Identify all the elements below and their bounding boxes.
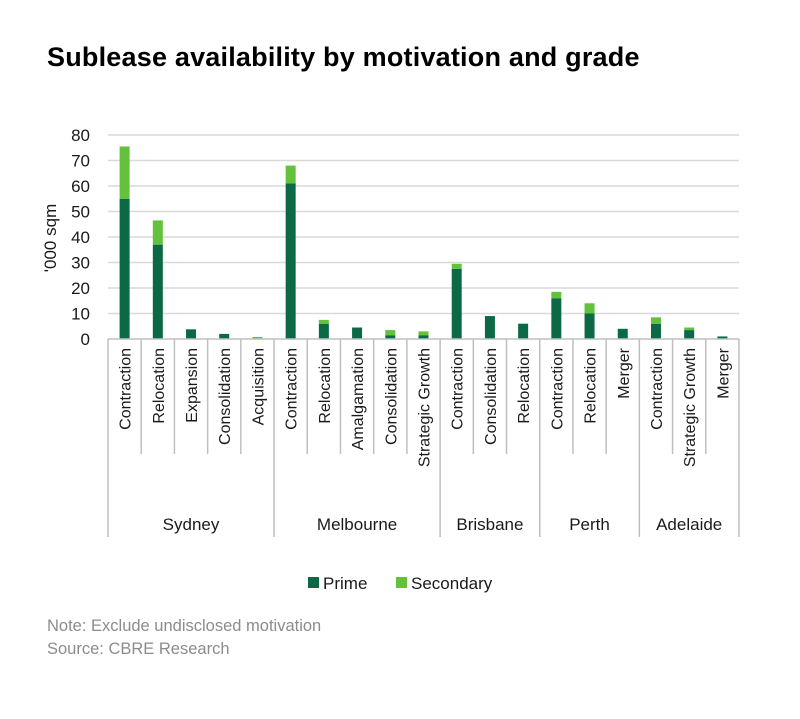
x-category-label: Merger	[715, 347, 732, 398]
x-category-label: Relocation	[583, 348, 600, 424]
x-category-label: Contraction	[549, 348, 566, 430]
bar-prime	[418, 335, 429, 339]
x-category-label: Merger	[616, 347, 633, 398]
x-category-label: Amalgamation	[350, 348, 367, 450]
x-group-label: Perth	[569, 515, 610, 534]
y-axis-label: '000 sqm	[41, 204, 60, 272]
y-axis-ticks: 0 10 20 30 40 50 60 70 80	[71, 126, 90, 349]
bar-secondary	[451, 263, 462, 269]
y-tick-label: 30	[71, 254, 90, 273]
bar-secondary	[650, 317, 661, 324]
y-tick-label: 10	[71, 305, 90, 324]
bar-prime	[285, 183, 296, 339]
y-tick-label: 0	[81, 330, 90, 349]
x-category-label: Consolidation	[383, 348, 400, 445]
bar-prime	[352, 327, 363, 339]
x-category-label: Contraction	[649, 348, 666, 430]
x-group-label: Melbourne	[317, 515, 397, 534]
x-category-label: Relocation	[151, 348, 168, 424]
x-category-label: Relocation	[516, 348, 533, 424]
x-category-label: Contraction	[118, 348, 135, 430]
x-category-label: Relocation	[317, 348, 334, 424]
bar-prime	[152, 244, 163, 339]
legend: Prime Secondary	[308, 574, 493, 593]
x-axis: Contraction Relocation Expansion Consolidat…	[107, 338, 740, 537]
legend-label: Secondary	[411, 574, 493, 593]
y-tick-label: 60	[71, 177, 90, 196]
x-category-label: Strategic Growth	[417, 348, 434, 467]
bar-prime	[650, 323, 661, 339]
gridlines	[108, 134, 739, 315]
x-category-label: Contraction	[450, 348, 467, 430]
bars	[119, 146, 728, 339]
x-category-label: Strategic Growth	[682, 348, 699, 467]
bar-secondary	[385, 330, 396, 336]
bar-secondary	[584, 303, 595, 314]
bar-secondary	[119, 146, 130, 199]
x-category-label: Consolidation	[483, 348, 500, 445]
legend-swatch	[396, 577, 407, 588]
bar-secondary	[684, 327, 695, 331]
x-group-label: Adelaide	[656, 515, 722, 534]
y-tick-label: 50	[71, 203, 90, 222]
x-group-label: Brisbane	[456, 515, 523, 534]
bar-secondary	[551, 291, 562, 299]
bar-secondary	[252, 336, 263, 339]
bar-prime	[119, 198, 130, 339]
legend-swatch	[308, 577, 319, 588]
x-category-label: Expansion	[184, 348, 201, 423]
y-tick-label: 40	[71, 228, 90, 247]
bar-prime	[385, 335, 396, 339]
legend-label: Prime	[323, 574, 367, 593]
bar-prime	[617, 328, 628, 339]
chart-title: Sublease availability by motivation and …	[47, 42, 640, 72]
y-tick-label: 70	[71, 152, 90, 171]
bar-secondary	[152, 220, 163, 245]
bar-secondary	[418, 331, 429, 336]
x-group-label: Sydney	[163, 515, 220, 534]
bar-prime	[584, 313, 595, 339]
bar-prime	[318, 323, 329, 339]
note-text: Note: Exclude undisclosed motivation	[47, 617, 322, 635]
bar-prime	[551, 298, 562, 339]
bar-prime	[219, 333, 230, 339]
x-category-label: Consolidation	[217, 348, 234, 445]
bar-prime	[484, 316, 495, 339]
source-text: Source: CBRE Research	[47, 640, 230, 658]
bar-secondary	[318, 319, 329, 324]
bar-prime	[451, 268, 462, 339]
bar-secondary	[285, 165, 296, 184]
bar-prime	[518, 323, 529, 339]
y-tick-label: 20	[71, 279, 90, 298]
bar-prime	[684, 330, 695, 339]
x-category-label: Acquisition	[250, 348, 267, 425]
bar-prime	[186, 329, 197, 339]
x-category-label: Contraction	[284, 348, 301, 430]
y-tick-label: 80	[71, 126, 90, 145]
bar-prime	[717, 336, 728, 339]
